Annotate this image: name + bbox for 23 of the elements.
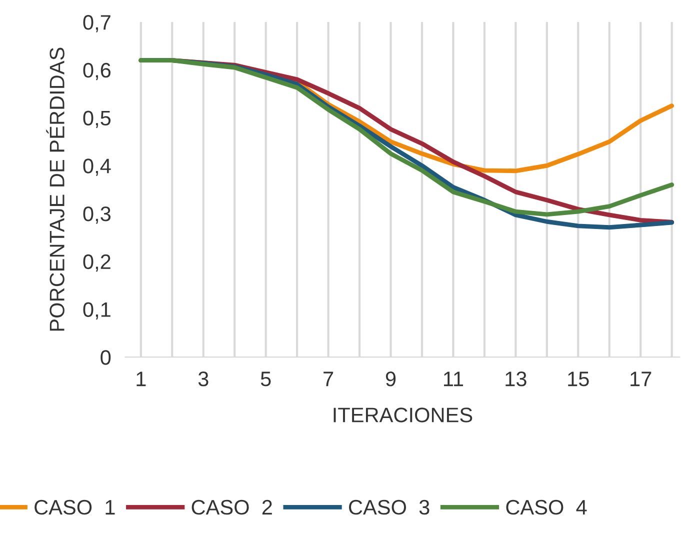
legend-label: CASO 4 xyxy=(506,500,587,515)
x-tick-label: 3 xyxy=(198,372,208,386)
y-tick-label: 0,1 xyxy=(83,302,110,320)
x-tick-label: 15 xyxy=(568,372,589,386)
y-tick-label: 0,5 xyxy=(83,110,111,128)
x-tick-label: 17 xyxy=(630,372,652,386)
x-tick-label: 9 xyxy=(386,372,396,386)
y-tick-label: 0 xyxy=(100,350,111,365)
x-tick-label: 1 xyxy=(136,372,146,386)
x-axis-title: ITERACIONES xyxy=(334,408,472,422)
x-tick-label: 11 xyxy=(444,372,464,386)
x-tick-label: 13 xyxy=(506,372,526,386)
y-tick-label: 0,7 xyxy=(83,15,110,32)
x-tick-label: 5 xyxy=(260,372,271,386)
y-tick-label: 0,2 xyxy=(83,254,110,272)
legend-label: CASO 2 xyxy=(192,500,272,515)
y-tick-label: 0,6 xyxy=(83,62,110,80)
x-tick-label: 7 xyxy=(324,372,334,386)
y-tick-label: 0,4 xyxy=(83,158,111,176)
legend-label: CASO 1 xyxy=(34,500,115,515)
y-tick-label: 0,3 xyxy=(83,206,110,224)
y-axis-title: PORCENTAJE DE PÉRDIDAS xyxy=(46,48,64,331)
legend-label: CASO 3 xyxy=(349,500,430,515)
